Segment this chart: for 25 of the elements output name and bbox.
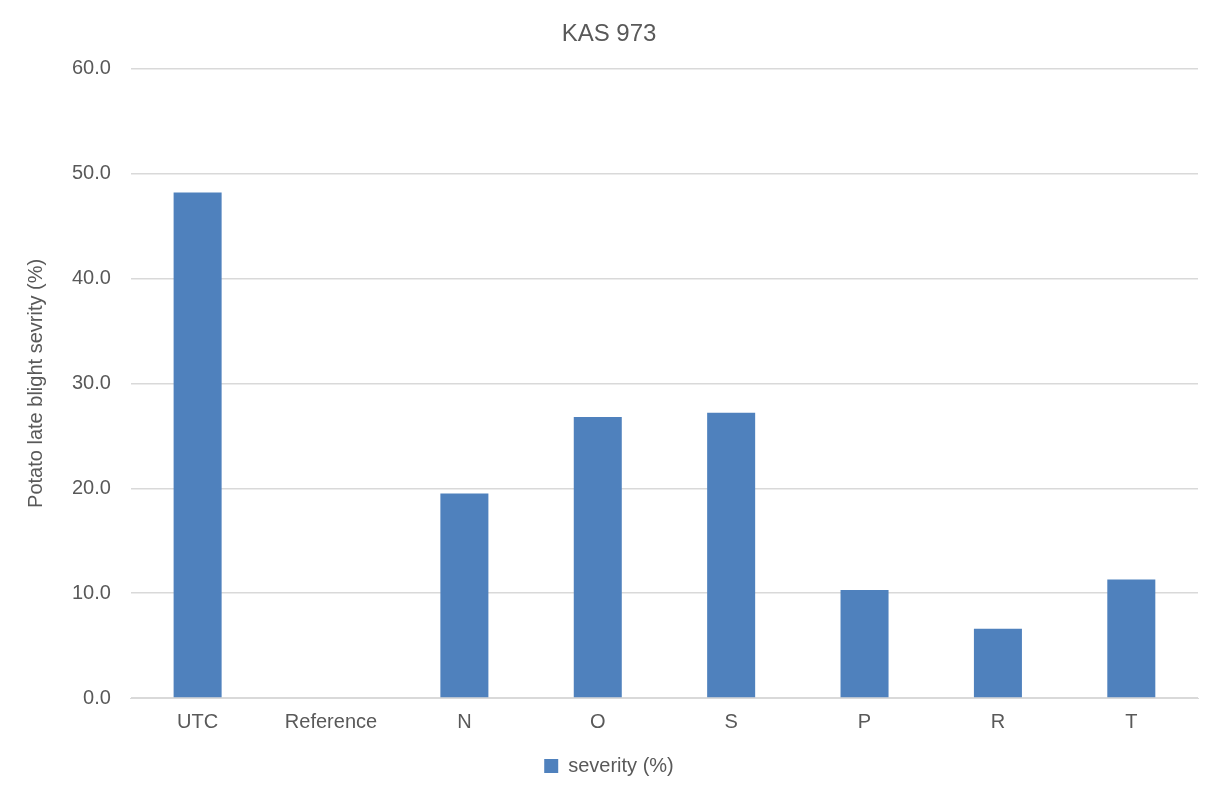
y-tick-label: 30.0 <box>71 370 111 393</box>
y-tick-label: 20.0 <box>71 475 111 498</box>
chart-title: KAS 973 <box>561 19 657 47</box>
bar <box>440 493 489 698</box>
bar <box>973 628 1022 698</box>
x-tick-label: R <box>990 709 1006 732</box>
y-tick-label: 50.0 <box>71 161 111 184</box>
bar <box>840 589 889 698</box>
bar <box>173 192 222 698</box>
x-tick-label: O <box>589 709 606 732</box>
bar <box>707 412 756 698</box>
bar <box>573 416 622 698</box>
x-tick-label: T <box>1125 709 1138 732</box>
y-tick-label: 40.0 <box>71 266 111 289</box>
x-tick-label: Reference <box>284 709 378 732</box>
legend-label: severity (%) <box>568 753 674 776</box>
x-tick-label: UTC <box>177 709 219 732</box>
y-tick-label: 10.0 <box>71 580 111 603</box>
y-tick-label: 0.0 <box>83 685 111 708</box>
bar <box>1107 579 1156 698</box>
x-tick-label: S <box>724 709 738 732</box>
y-tick-label: 60.0 <box>71 56 111 79</box>
x-tick-label: N <box>457 709 472 732</box>
y-axis-title: Potato late blight sevrity (%) <box>23 258 46 508</box>
x-tick-label: P <box>857 709 872 732</box>
